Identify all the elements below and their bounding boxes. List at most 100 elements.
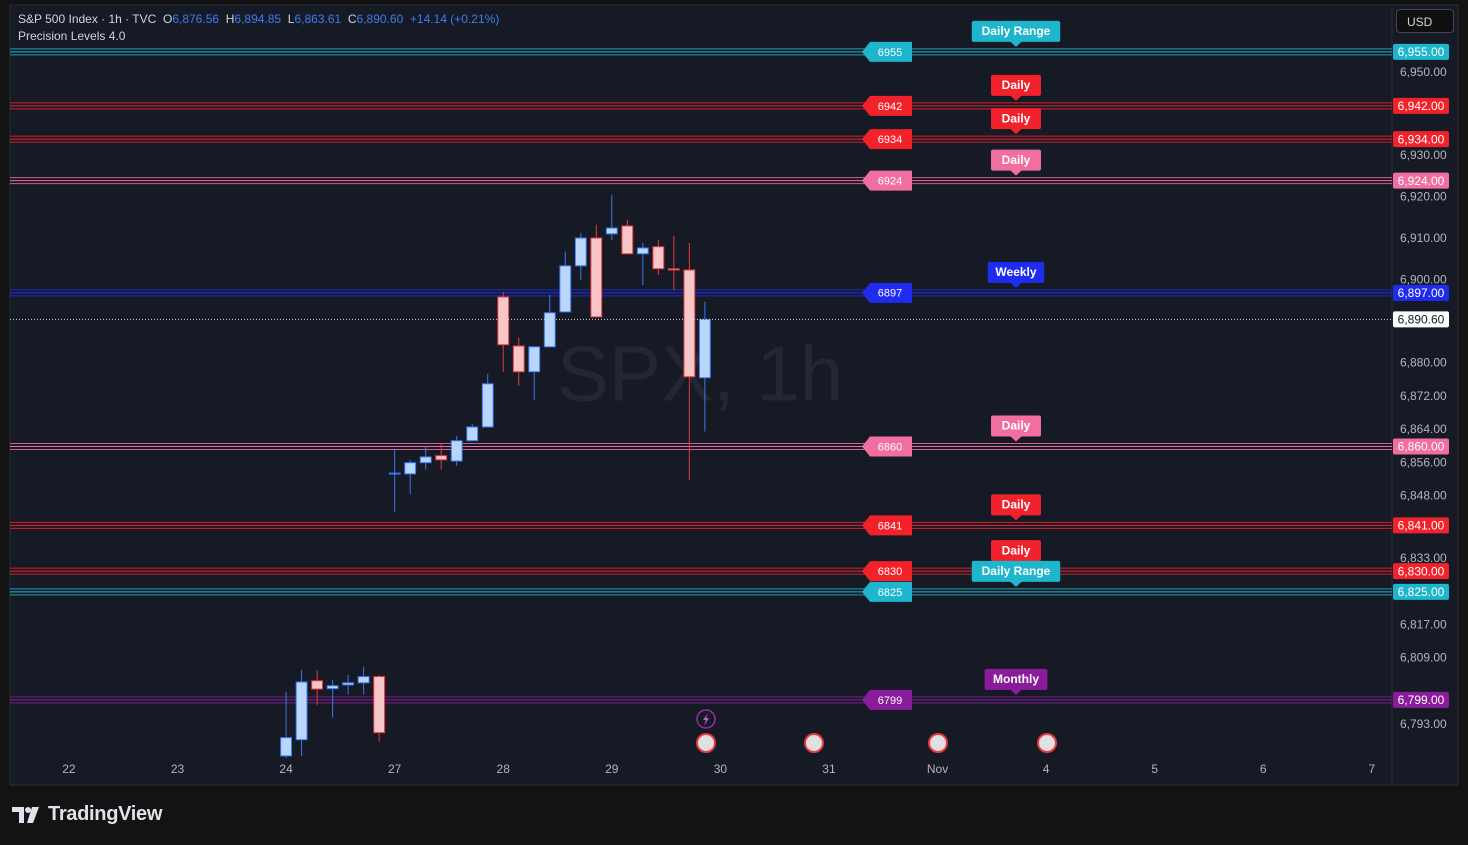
level-name-pointer bbox=[1010, 282, 1022, 288]
candle-body bbox=[342, 682, 355, 686]
level-name-tag bbox=[991, 494, 1041, 516]
price-label: 6,924.00 bbox=[1398, 174, 1445, 188]
candle-body bbox=[466, 426, 479, 442]
level-tag bbox=[862, 282, 912, 303]
level-label: 6860 bbox=[878, 441, 902, 453]
level-tag bbox=[862, 689, 912, 710]
level-label: 6841 bbox=[878, 520, 902, 532]
x-tick-label: Nov bbox=[927, 762, 948, 776]
x-tick-label: 28 bbox=[497, 762, 511, 776]
event-icons bbox=[696, 709, 1057, 753]
level-name-pointer bbox=[1010, 689, 1022, 695]
price-label-bg bbox=[1393, 583, 1449, 600]
level-name-tag bbox=[991, 415, 1041, 437]
price-label-bg bbox=[1393, 97, 1449, 114]
price-label-bg bbox=[1393, 172, 1449, 189]
candle-body bbox=[683, 269, 696, 378]
level-name: Daily bbox=[1002, 419, 1031, 433]
level-name-pointer bbox=[1010, 436, 1022, 442]
y-tick-label: 6,848.00 bbox=[1400, 489, 1447, 503]
price-label: 6,799.00 bbox=[1398, 693, 1445, 707]
candle-body bbox=[543, 312, 556, 348]
level-name-tag bbox=[971, 560, 1061, 582]
candle-body bbox=[636, 247, 649, 255]
y-tick-label: 6,817.00 bbox=[1400, 617, 1447, 631]
candle-body bbox=[528, 346, 541, 373]
level-label: 6799 bbox=[878, 695, 902, 707]
candle-body bbox=[373, 676, 386, 734]
level-name-pointer bbox=[1010, 170, 1022, 176]
candle-body bbox=[667, 268, 680, 271]
level-tag bbox=[862, 170, 912, 191]
x-tick-label: 31 bbox=[822, 762, 836, 776]
price-label: 6,955.00 bbox=[1398, 45, 1445, 59]
price-label-bg bbox=[1393, 284, 1449, 301]
candle-body bbox=[652, 246, 665, 270]
y-tick-label: 6,910.00 bbox=[1400, 231, 1447, 245]
x-tick-label: 4 bbox=[1043, 762, 1050, 776]
level-name-tag bbox=[991, 108, 1041, 130]
level-name: Daily bbox=[1002, 498, 1031, 512]
level-label: 6830 bbox=[878, 566, 902, 578]
x-tick-label: 23 bbox=[171, 762, 185, 776]
x-tick-label: 6 bbox=[1260, 762, 1267, 776]
price-label-bg bbox=[1393, 517, 1449, 534]
level-label: 6924 bbox=[878, 176, 902, 188]
level-label: 6955 bbox=[878, 47, 902, 59]
level-name-tag bbox=[991, 540, 1041, 562]
candle-body bbox=[574, 237, 587, 267]
level-name: Daily bbox=[1002, 543, 1031, 557]
price-label: 6,841.00 bbox=[1398, 519, 1445, 533]
candle-body bbox=[326, 685, 339, 690]
level-name-tag bbox=[984, 668, 1048, 690]
change: +14.14 (+0.21%) bbox=[409, 12, 500, 26]
candle-body bbox=[497, 296, 510, 346]
ohlc-value: 6,876.56 bbox=[172, 12, 220, 26]
x-tick-label: 22 bbox=[62, 762, 76, 776]
price-label-bg bbox=[1393, 131, 1449, 148]
price-label: 6,830.00 bbox=[1398, 564, 1445, 578]
level-tag bbox=[862, 95, 912, 116]
x-tick-label: 7 bbox=[1368, 762, 1375, 776]
ohlc-key: L bbox=[287, 12, 295, 26]
y-tick-label: 6,920.00 bbox=[1400, 189, 1447, 203]
indicator-name[interactable]: Precision Levels 4.0 bbox=[18, 29, 126, 43]
price-label-bg bbox=[1393, 691, 1449, 708]
candle-body bbox=[357, 676, 370, 684]
ohlc-value: 6,894.85 bbox=[234, 12, 282, 26]
candle-body bbox=[419, 456, 432, 464]
price-label: 6,897.00 bbox=[1398, 286, 1445, 300]
level-name-tag bbox=[991, 149, 1041, 171]
y-tick-label: 6,872.00 bbox=[1400, 389, 1447, 403]
level-name-tag bbox=[971, 20, 1061, 42]
level-name-pointer bbox=[1010, 128, 1022, 135]
y-tick-label: 6,793.00 bbox=[1400, 717, 1447, 731]
level-tag bbox=[862, 436, 912, 457]
candle-body bbox=[450, 440, 463, 462]
level-tag bbox=[862, 581, 912, 602]
candle-body bbox=[698, 318, 711, 379]
candle-body bbox=[388, 472, 401, 475]
candle-body bbox=[435, 455, 448, 461]
level-name: Daily Range bbox=[982, 24, 1051, 38]
price-label: 6,825.00 bbox=[1398, 585, 1445, 599]
level-name: Monthly bbox=[993, 672, 1039, 686]
level-tag bbox=[862, 515, 912, 536]
x-tick-label: 29 bbox=[605, 762, 619, 776]
level-tag bbox=[862, 561, 912, 582]
candle-body bbox=[311, 680, 324, 690]
level-name-pointer bbox=[1010, 581, 1022, 587]
currency-button[interactable]: USD bbox=[1396, 9, 1454, 33]
candle-body bbox=[559, 265, 572, 313]
level-label: 6942 bbox=[878, 101, 902, 113]
y-tick-label: 6,900.00 bbox=[1400, 273, 1447, 287]
y-tick-label: 6,864.00 bbox=[1400, 422, 1447, 436]
level-name: Weekly bbox=[995, 265, 1036, 279]
brand-logo bbox=[12, 807, 39, 823]
y-tick-label: 6,930.00 bbox=[1400, 148, 1447, 162]
candle-body bbox=[481, 383, 494, 428]
candle-body bbox=[280, 737, 293, 757]
x-tick-label: 27 bbox=[388, 762, 402, 776]
